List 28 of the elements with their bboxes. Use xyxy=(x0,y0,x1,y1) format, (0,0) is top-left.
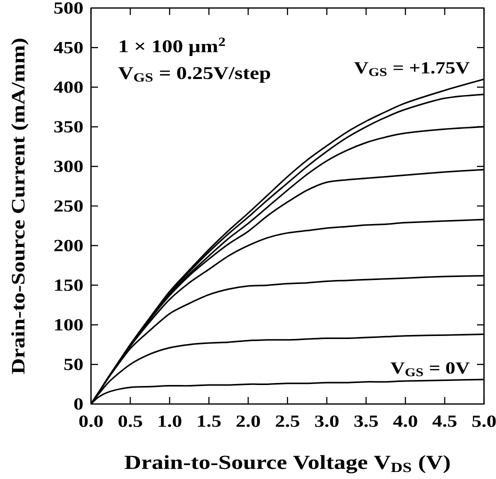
x-tick-label: 3.5 xyxy=(354,416,378,427)
x-axis-title: Drain-to-Source Voltage V$_{DS}$ (V) xyxy=(124,455,450,474)
x-tick-label: 5.0 xyxy=(472,416,496,428)
x-tick-label: 1.5 xyxy=(198,416,221,427)
y-tick-label: 250 xyxy=(54,200,83,212)
y-tick-label: 300 xyxy=(54,160,83,172)
y-tick-label: 150 xyxy=(55,279,83,291)
x-tick-label: 1.0 xyxy=(158,416,182,428)
y-tick-label: 450 xyxy=(54,42,83,54)
annotation: V$_{GS}$ = +1.75V xyxy=(354,62,470,76)
y-axis-title: Drain-to-Source Current (mA/mm) xyxy=(11,38,28,374)
annotation: V$_{GS}$ = 0.25V/step xyxy=(118,67,270,83)
annotation: 1 × 100 µm$^{2}$ xyxy=(120,38,225,56)
x-tick-label: 4.5 xyxy=(432,416,456,427)
x-tick-label: 4.0 xyxy=(393,416,418,428)
y-tick-label: 350 xyxy=(54,121,83,133)
annotation: V$_{GS}$ = 0V xyxy=(390,362,470,376)
y-tick-label: 50 xyxy=(64,358,83,370)
y-tick-label: 100 xyxy=(55,319,83,331)
x-tick-label: 0.5 xyxy=(118,416,142,428)
x-tick-label: 0.0 xyxy=(79,416,103,428)
x-tick-label: 3.0 xyxy=(315,416,339,428)
y-tick-label: 0 xyxy=(74,398,83,410)
x-tick-label: 2.5 xyxy=(276,416,300,427)
y-tick-label: 200 xyxy=(54,240,83,252)
y-tick-label: 500 xyxy=(54,2,83,14)
x-tick-label: 2.0 xyxy=(236,416,260,428)
y-tick-label: 400 xyxy=(54,81,83,93)
